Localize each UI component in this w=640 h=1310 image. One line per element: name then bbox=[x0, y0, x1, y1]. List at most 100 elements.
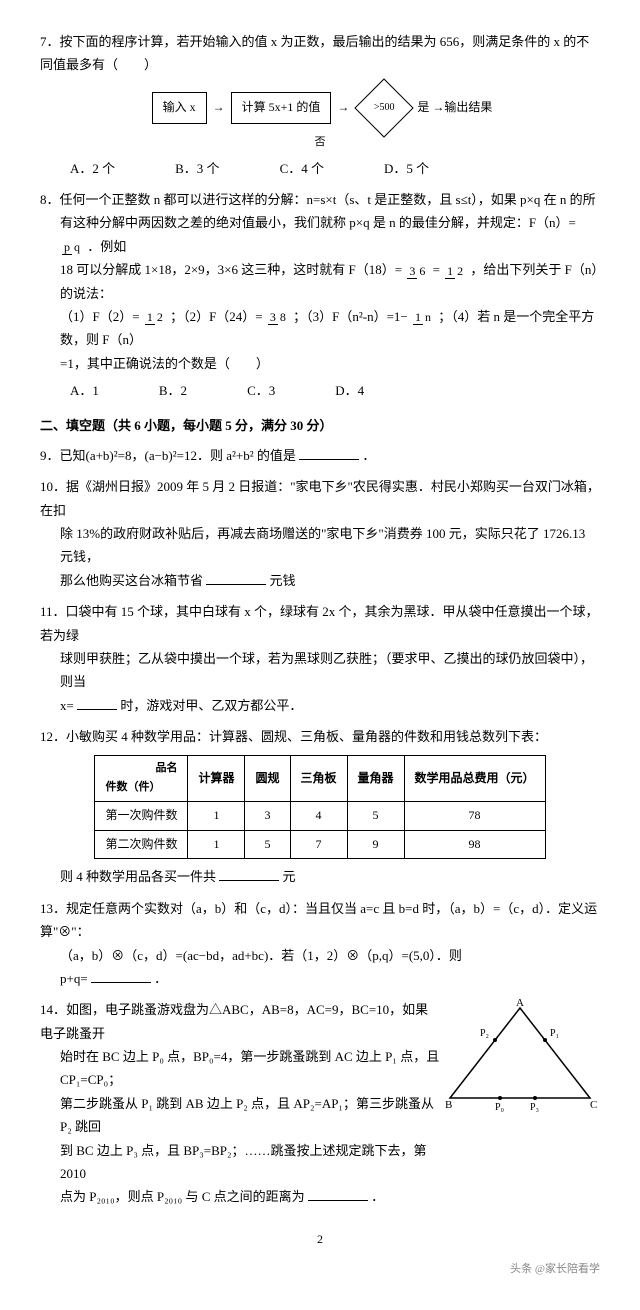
blank bbox=[219, 866, 279, 881]
q13-l1: 13．规定任意两个实数对（a，b）和（c，d）：当且仅当 a=c 且 b=d 时… bbox=[40, 897, 600, 944]
q8-l2t: 有这种分解中两因数之差的绝对值最小，我们就称 p×q 是 n 的最佳分解，并规定… bbox=[60, 215, 576, 230]
label-P3: P₃ bbox=[530, 1102, 539, 1113]
l: 14．如图，电子跳蚤游戏盘为△ABC，AB=8，AC=9，BC=10，如果电子跳… bbox=[40, 998, 440, 1045]
label-P0: P₀ bbox=[495, 1102, 505, 1113]
td: 1 bbox=[188, 830, 245, 859]
blank bbox=[308, 1186, 368, 1201]
fraction: 12 bbox=[445, 265, 465, 278]
question-10: 10．据《湖州日报》2009 年 5 月 2 日报道："家电下乡"农民得实惠．村… bbox=[40, 475, 600, 592]
opt-d: D．5 个 bbox=[384, 157, 429, 180]
question-13: 13．规定任意两个实数对（a，b）和（c，d）：当且仅当 a=c 且 b=d 时… bbox=[40, 897, 600, 991]
td: 第二次购件数 bbox=[95, 830, 188, 859]
th: 计算器 bbox=[188, 755, 245, 802]
t: 元 bbox=[283, 869, 296, 884]
opt-c: C．4 个 bbox=[280, 157, 324, 180]
q8-l5: =1，其中正确说法的个数是（ ） bbox=[40, 352, 600, 375]
question-8: 8．任何一个正整数 n 都可以进行这样的分解：n=s×t（s、t 是正整数，且 … bbox=[40, 188, 600, 403]
q11-l2: 球则甲获胜；乙从袋中摸出一个球，若为黑球则乙获胜；（要求甲、乙摸出的球仍放回袋中… bbox=[40, 647, 600, 694]
q13-l2: （a，b）⊗（c，d）=(ac−bd，ad+bc)．若（1，2）⊗（p,q）=(… bbox=[40, 944, 600, 967]
l: 始时在 BC 边上 P₀ 点，BP₀=4，第一步跳蚤跳到 AC 边上 P₁ 点，… bbox=[40, 1045, 440, 1092]
q11-l3: x= 时，游戏对甲、乙双方都公平． bbox=[40, 694, 600, 717]
question-14: 14．如图，电子跳蚤游戏盘为△ABC，AB=8，AC=9，BC=10，如果电子跳… bbox=[40, 998, 600, 1209]
th: 数学用品总费用（元） bbox=[404, 755, 545, 802]
t: 点为 P₂₀₁₀，则点 P₂₀₁₀ 与 C 点之间的距离为 bbox=[60, 1189, 305, 1204]
q7-options: A．2 个 B．3 个 C．4 个 D．5 个 bbox=[40, 157, 600, 180]
num: 1 bbox=[445, 264, 455, 279]
blank bbox=[91, 968, 151, 983]
q8-l3a: 18 可以分解成 1×18，2×9，3×6 这三种，这时就有 F（18）= bbox=[60, 262, 402, 277]
opt-c: C．3 bbox=[247, 379, 275, 402]
q12-table: 品名件数（件） 计算器 圆规 三角板 量角器 数学用品总费用（元） 第一次购件数… bbox=[94, 755, 545, 860]
q14-l5: 点为 P₂₀₁₀，则点 P₂₀₁₀ 与 C 点之间的距离为 ． bbox=[40, 1185, 440, 1208]
fraction: 36 bbox=[407, 265, 427, 278]
den: q bbox=[72, 240, 82, 254]
page-number: 2 bbox=[40, 1229, 600, 1251]
opt-a: A．1 bbox=[70, 379, 99, 402]
opt-b: B．2 bbox=[159, 379, 187, 402]
den: 2 bbox=[155, 310, 165, 324]
q12-l2: 则 4 种数学用品各买一件共 元 bbox=[40, 865, 600, 888]
td: 1 bbox=[188, 802, 245, 831]
flow-output: 输出结果 bbox=[444, 97, 492, 119]
q8-l4: （1）F（2）= 12 ；（2）F（24）= 38 ；（3）F（n²-n）=1−… bbox=[40, 305, 600, 352]
section-2-title: 二、填空题（共 6 小题，每小题 5 分，满分 30 分） bbox=[40, 414, 600, 437]
num: 3 bbox=[268, 310, 278, 325]
l: 到 BC 边上 P₃ 点，且 BP₃=BP₂；……跳蚤按上述规定跳下去，第 20… bbox=[40, 1139, 440, 1186]
question-11: 11．口袋中有 15 个球，其中白球有 x 个，绿球有 2x 个，其余为黑球．甲… bbox=[40, 600, 600, 717]
th: 量角器 bbox=[347, 755, 404, 802]
fraction: 1n bbox=[413, 311, 433, 324]
t: ；（3）F（n²-n）=1− bbox=[293, 309, 408, 324]
blank bbox=[206, 570, 266, 585]
flowchart: 输入 x → 计算 5x+1 的值 → >500 是 → 输出结果 bbox=[40, 87, 600, 129]
q14-text: 14．如图，电子跳蚤游戏盘为△ABC，AB=8，AC=9，BC=10，如果电子跳… bbox=[40, 998, 440, 1209]
td: 第一次购件数 bbox=[95, 802, 188, 831]
t: 则 4 种数学用品各买一件共 bbox=[60, 869, 216, 884]
den: 8 bbox=[278, 310, 288, 324]
den: n bbox=[423, 310, 433, 324]
fraction: 12 bbox=[145, 311, 165, 324]
q9-end: ． bbox=[362, 448, 375, 463]
opt-a: A．2 个 bbox=[70, 157, 115, 180]
t: x= bbox=[60, 698, 74, 713]
t: （1）F（2）= bbox=[60, 309, 140, 324]
q9-text: 9．已知(a+b)²=8，(a−b)²=12．则 a²+b² 的值是 bbox=[40, 448, 296, 463]
no-label: 否 bbox=[40, 133, 600, 153]
td: 3 bbox=[245, 802, 290, 831]
triangle-svg: A B C P₂ P₁ P₀ P₃ bbox=[440, 998, 600, 1118]
td: 78 bbox=[404, 802, 545, 831]
q7-text: 7．按下面的程序计算，若开始输入的值 x 为正数，最后输出的结果为 656，则满… bbox=[40, 30, 600, 77]
blank bbox=[77, 695, 117, 710]
num: 1 bbox=[145, 310, 155, 325]
cond-text: >500 bbox=[374, 99, 395, 117]
blank bbox=[299, 445, 359, 460]
td: 4 bbox=[290, 802, 347, 831]
fraction: 38 bbox=[268, 311, 288, 324]
fraction: pq bbox=[62, 241, 82, 254]
table-row: 品名件数（件） 计算器 圆规 三角板 量角器 数学用品总费用（元） bbox=[95, 755, 545, 802]
q10-l1: 10．据《湖州日报》2009 年 5 月 2 日报道："家电下乡"农民得实惠．村… bbox=[40, 475, 600, 522]
t: ；（2）F（24）= bbox=[170, 309, 263, 324]
q8-options: A．1 B．2 C．3 D．4 bbox=[40, 379, 600, 402]
eq: = bbox=[433, 262, 440, 277]
label-A: A bbox=[516, 998, 524, 1009]
label-C: C bbox=[590, 1099, 597, 1111]
table-row: 第二次购件数 1 5 7 9 98 bbox=[95, 830, 545, 859]
t: ． bbox=[371, 1189, 384, 1204]
t: 那么他购买这台冰箱节省 bbox=[60, 573, 203, 588]
opt-b: B．3 个 bbox=[175, 157, 219, 180]
q8-l3: 18 可以分解成 1×18，2×9，3×6 这三种，这时就有 F（18）= 36… bbox=[40, 258, 600, 305]
arrow-icon: → bbox=[213, 97, 225, 119]
num: 3 bbox=[407, 264, 417, 279]
q8-l2: 有这种分解中两因数之差的绝对值最小，我们就称 p×q 是 n 的最佳分解，并规定… bbox=[40, 211, 600, 258]
td: 9 bbox=[347, 830, 404, 859]
yes-label: 是 → bbox=[417, 97, 444, 119]
td: 7 bbox=[290, 830, 347, 859]
label-P1: P₁ bbox=[550, 1028, 559, 1039]
table-row: 第一次购件数 1 3 4 5 78 bbox=[95, 802, 545, 831]
q10-l3: 那么他购买这台冰箱节省 元钱 bbox=[40, 569, 600, 592]
question-12: 12．小敏购买 4 种数学用品：计算器、圆规、三角板、量角器的件数和用钱总数列下… bbox=[40, 725, 600, 889]
triangle-diagram: A B C P₂ P₁ P₀ P₃ bbox=[440, 998, 600, 1118]
flow-diamond: >500 bbox=[355, 78, 414, 137]
den: 6 bbox=[417, 264, 427, 278]
num: p bbox=[62, 240, 72, 255]
